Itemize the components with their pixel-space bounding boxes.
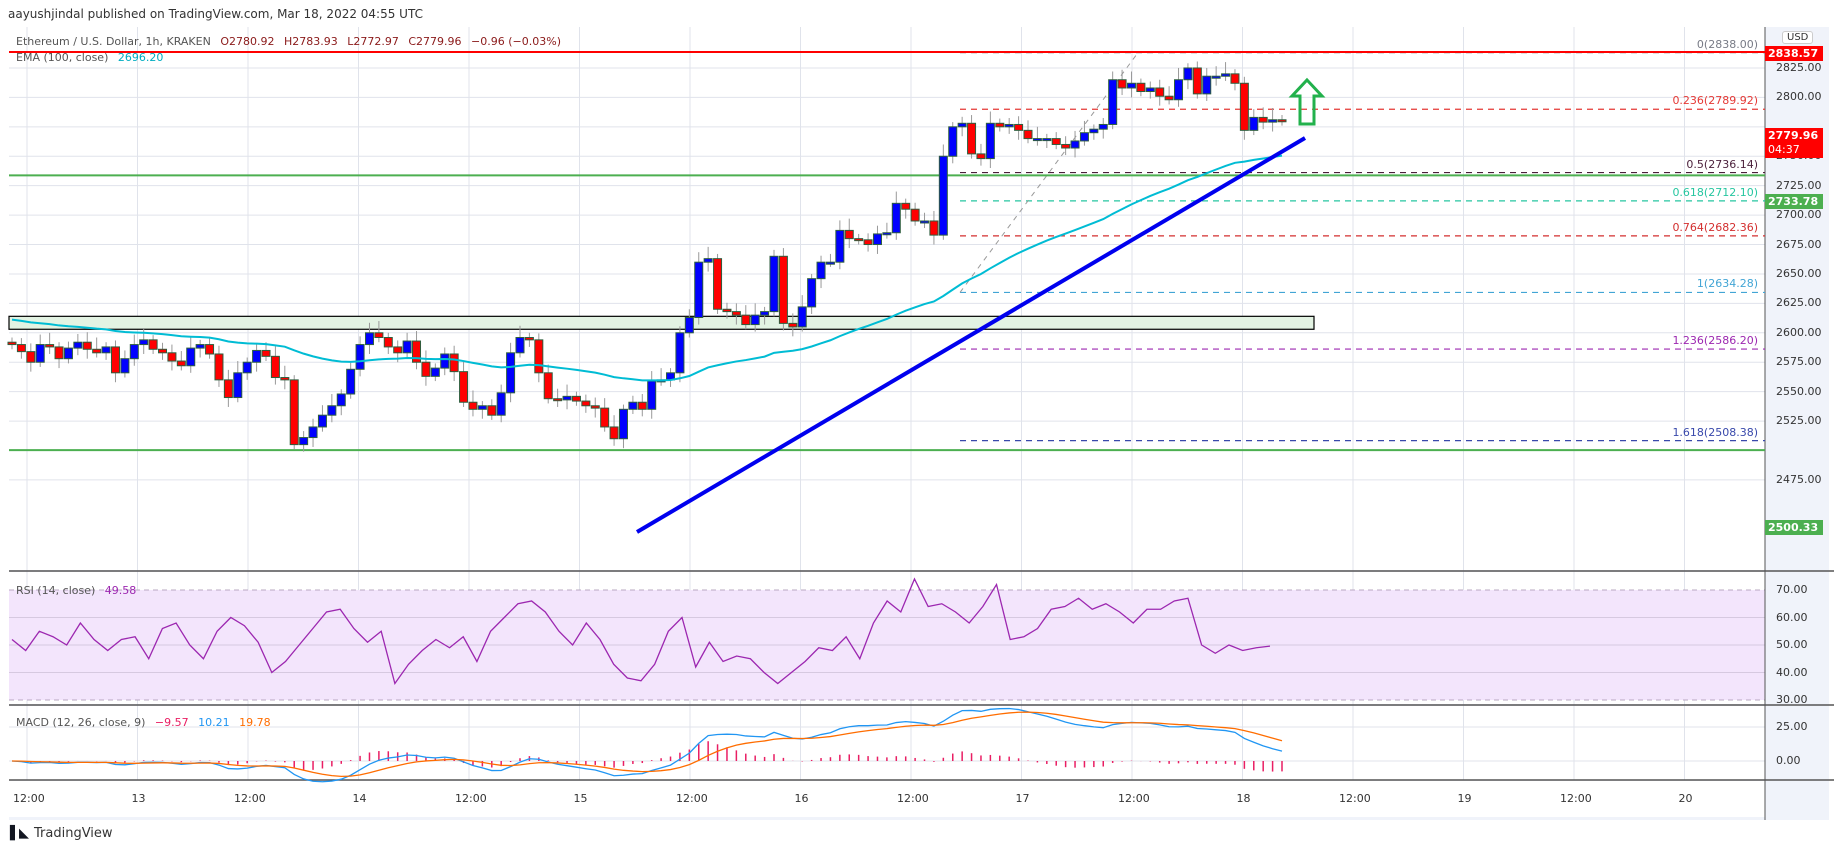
ohlc-low: L2772.97	[347, 35, 399, 48]
price-tick: 2825.00	[1776, 60, 1822, 74]
price-tick: 2475.00	[1776, 472, 1822, 486]
brand-name: TradingView	[34, 826, 113, 841]
price-tick: 2550.00	[1776, 384, 1822, 398]
fib-level-label: 1(2634.28)	[1696, 277, 1758, 291]
rsi-tick: 70.00	[1776, 583, 1808, 596]
price-tick: 2625.00	[1776, 296, 1822, 310]
fib-level-label: 0.5(2736.14)	[1686, 157, 1758, 171]
rsi-legend[interactable]: RSI (14, close) 49.58	[16, 584, 136, 597]
tradingview-logo-icon: ▌◣	[10, 826, 29, 841]
ohlc-open: O2780.92	[220, 35, 275, 48]
time-tick: 13	[131, 792, 146, 805]
rsi-label: RSI (14, close)	[16, 584, 96, 597]
fib-level-label: 0(2838.00)	[1696, 37, 1758, 51]
time-tick: 18	[1236, 792, 1251, 805]
publish-info: aayushjindal published on TradingView.co…	[8, 7, 423, 21]
time-tick: 20	[1678, 792, 1693, 805]
time-tick: 12:00	[1339, 792, 1371, 805]
rsi-tick: 30.00	[1776, 693, 1808, 706]
price-tick: 2525.00	[1776, 414, 1822, 428]
time-tick: 12:00	[13, 792, 45, 805]
candles	[7, 61, 1287, 452]
support-price-tag: 2500.33	[1765, 520, 1823, 535]
ohlc-close: C2779.96	[408, 35, 462, 48]
ohlc-high: H2783.93	[283, 35, 338, 48]
macd-hist-value: −9.57	[154, 716, 189, 729]
fib-level-label: 0.236(2789.92)	[1672, 94, 1758, 108]
time-tick: 12:00	[234, 792, 266, 805]
time-tick: 17	[1015, 792, 1030, 805]
time-tick: 19	[1457, 792, 1472, 805]
symbol-title[interactable]: Ethereum / U.S. Dollar, 1h, KRAKEN	[16, 35, 211, 48]
ema-label: EMA (100, close)	[16, 51, 109, 64]
time-tick: 12:00	[1118, 792, 1150, 805]
time-tick: 12:00	[676, 792, 708, 805]
last-price: 2779.96	[1768, 129, 1819, 142]
resistance-price-tag: 2838.57	[1765, 46, 1823, 61]
last-price-tag: 2779.96 04:37	[1765, 128, 1823, 158]
price-tick: 2675.00	[1776, 237, 1822, 251]
main-legend: Ethereum / U.S. Dollar, 1h, KRAKEN O2780…	[16, 35, 561, 48]
fib-level-label: 0.764(2682.36)	[1672, 220, 1758, 234]
price-tick: 2650.00	[1776, 266, 1822, 280]
rsi-tick: 40.00	[1776, 665, 1808, 679]
fib-level-label: 0.618(2712.10)	[1672, 185, 1758, 199]
time-tick: 15	[573, 792, 588, 805]
macd-label: MACD (12, 26, close, 9)	[16, 716, 146, 729]
ohlc-change: −0.96 (−0.03%)	[471, 35, 561, 48]
macd-tick: 0.00	[1776, 754, 1801, 767]
footer: ▌◣ TradingView	[10, 826, 113, 841]
time-tick: 12:00	[1560, 792, 1592, 805]
up-arrow-icon	[1288, 77, 1326, 126]
price-tick: 2800.00	[1776, 90, 1822, 104]
macd-signal-value: 19.78	[239, 716, 271, 729]
rsi-value: 49.58	[104, 584, 137, 597]
price-tick: 2700.00	[1776, 208, 1822, 222]
currency-badge[interactable]: USD	[1782, 31, 1814, 44]
rsi-tick: 60.00	[1776, 610, 1808, 624]
price-tick: 2725.00	[1776, 178, 1822, 192]
fib-level-label: 1.618(2508.38)	[1672, 425, 1758, 439]
ema-legend[interactable]: EMA (100, close) 2696.20	[16, 51, 163, 64]
price-tick: 2575.00	[1776, 355, 1822, 369]
price-tick: 2600.00	[1776, 325, 1822, 339]
time-tick: 14	[352, 792, 367, 805]
time-tick: 16	[794, 792, 809, 805]
fib-level-label: 1.236(2586.20)	[1672, 334, 1758, 348]
time-tick: 12:00	[455, 792, 487, 805]
mid-level-price-tag: 2733.78	[1765, 194, 1823, 209]
time-tick: 12:00	[897, 792, 929, 805]
bar-countdown: 04:37	[1768, 143, 1800, 156]
ema-value: 2696.20	[117, 51, 164, 64]
rsi-tick: 50.00	[1776, 638, 1808, 651]
macd-legend[interactable]: MACD (12, 26, close, 9) −9.57 10.21 19.7…	[16, 716, 271, 729]
macd-line-value: 10.21	[198, 716, 230, 729]
macd-tick: 25.00	[1776, 720, 1808, 733]
